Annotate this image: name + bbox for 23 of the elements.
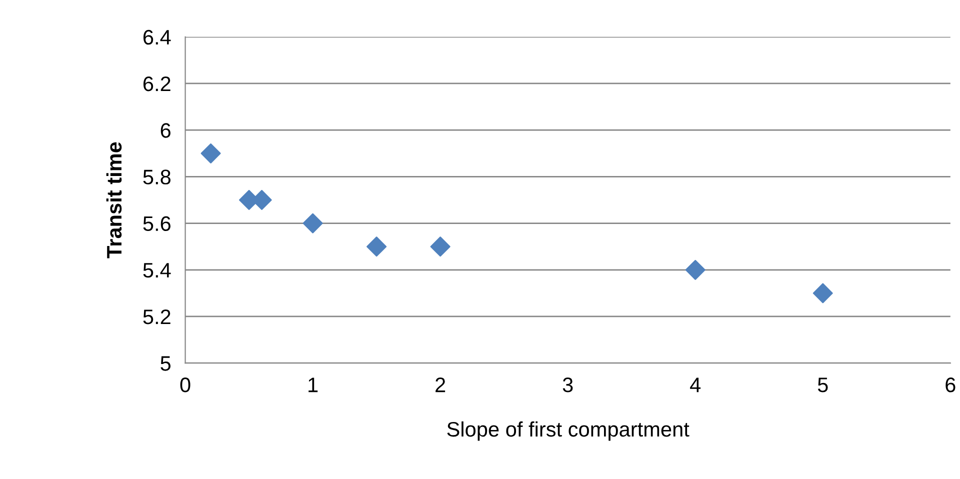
x-tick-label: 2 — [436, 378, 446, 392]
y-tick-label: 6 — [160, 123, 170, 138]
y-tick-label: 6.4 — [143, 30, 171, 45]
point — [302, 213, 323, 234]
x-tick-label: 5 — [818, 378, 828, 392]
x-tick-label: 4 — [690, 378, 701, 392]
y-tick-label: 5.6 — [143, 216, 170, 232]
point — [366, 236, 387, 257]
point — [812, 283, 833, 304]
y-tick-label: 5.4 — [143, 263, 171, 278]
x-axis-title: Slope of first compartment — [447, 421, 690, 441]
y-tick-label: 6.2 — [143, 76, 170, 92]
point — [200, 143, 221, 164]
y-tick-label: 5 — [160, 356, 171, 371]
y-tick-label: 5.2 — [143, 309, 170, 324]
y-tick-label: 5.8 — [143, 170, 170, 184]
point — [685, 260, 706, 280]
y-axis-title: Transit time — [106, 142, 122, 258]
x-tick-label: 3 — [562, 378, 573, 392]
x-tick-label: 6 — [946, 378, 956, 392]
x-tick-label: 1 — [308, 378, 318, 392]
x-tick-label: 0 — [180, 378, 190, 392]
point — [430, 236, 450, 257]
